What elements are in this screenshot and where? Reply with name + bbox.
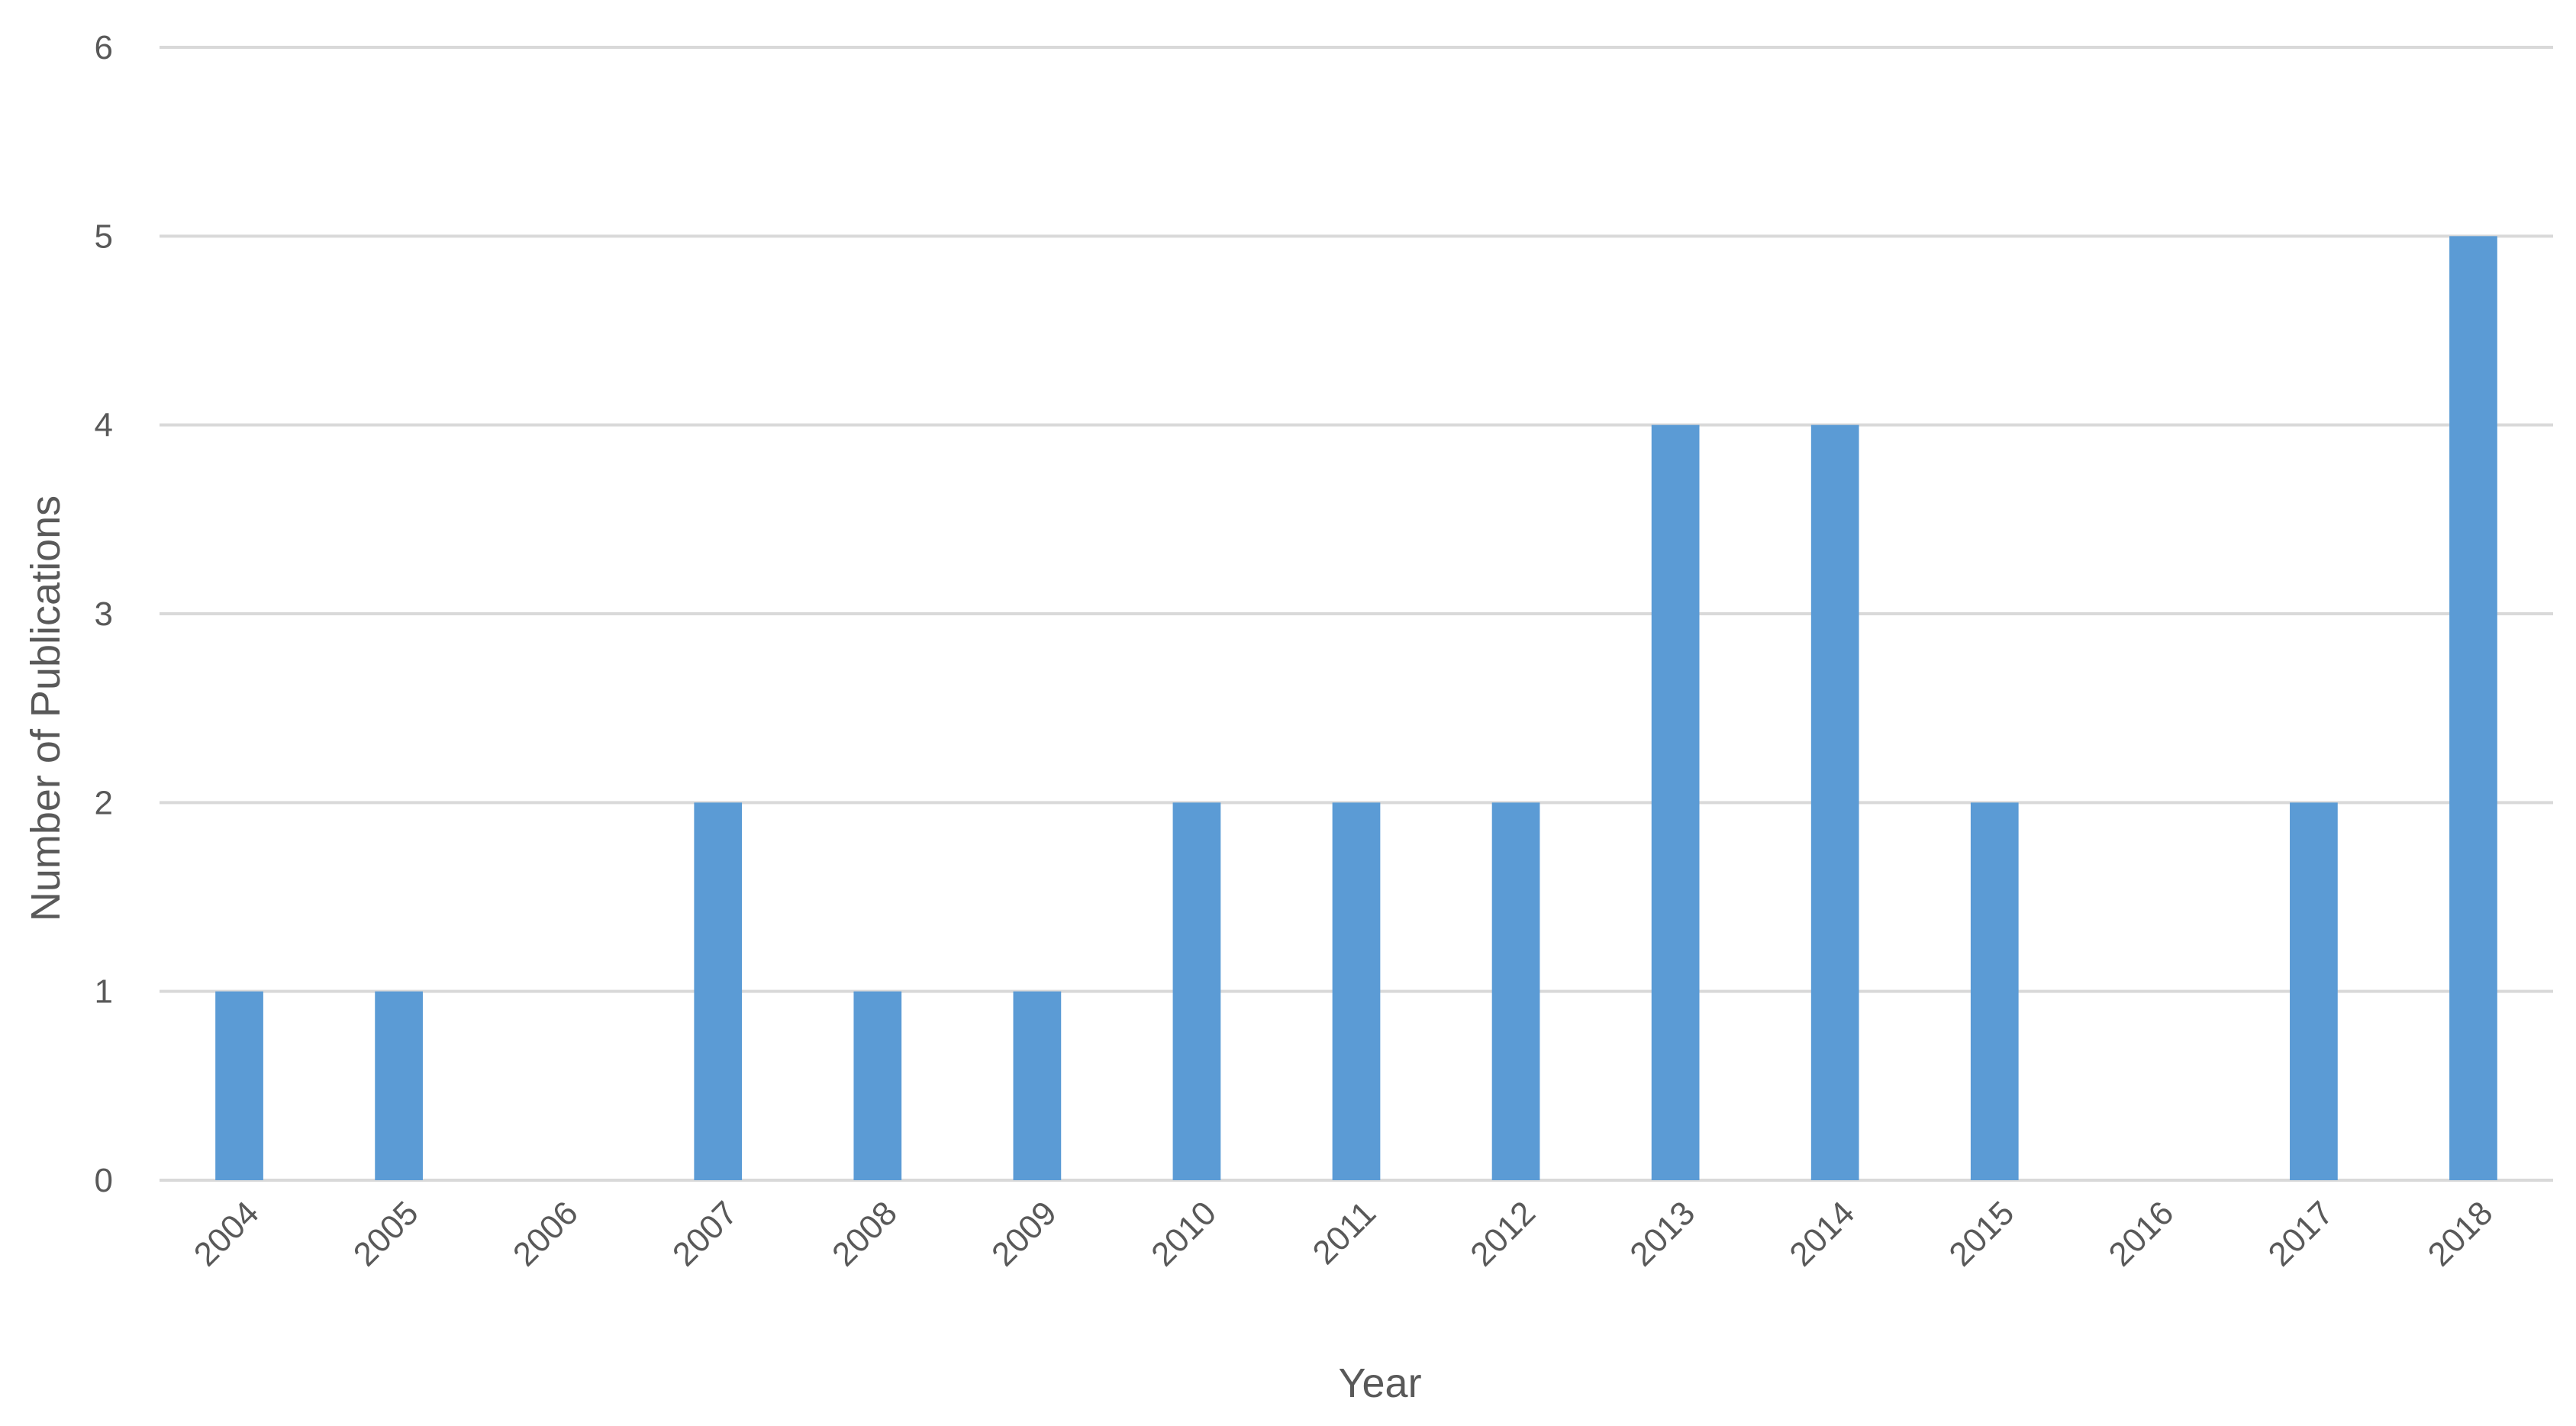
bar-2012 (1491, 802, 1540, 1180)
x-tick-label: 2015 (1942, 1194, 2021, 1273)
x-tick-label: 2004 (187, 1194, 266, 1273)
x-tick-label: 2010 (1144, 1194, 1224, 1273)
bar-2008 (853, 991, 902, 1180)
x-tick-label: 2008 (825, 1194, 904, 1273)
y-axis-ticks: 0 1 2 3 4 5 6 (95, 29, 113, 1199)
bar-2017 (2290, 802, 2338, 1180)
y-tick-label: 2 (95, 784, 113, 821)
y-tick-label: 1 (95, 973, 113, 1011)
y-tick-label: 5 (95, 218, 113, 255)
bar-2013 (1651, 424, 1700, 1180)
bar-2004 (215, 991, 263, 1180)
x-tick-label: 2006 (506, 1194, 585, 1273)
x-tick-label: 2013 (1623, 1194, 1702, 1273)
x-tick-label: 2012 (1463, 1194, 1543, 1273)
y-tick-label: 4 (95, 407, 113, 444)
x-tick-label: 2018 (2421, 1194, 2500, 1273)
x-axis-title: Year (1338, 1360, 1421, 1406)
bar-2007 (694, 802, 743, 1180)
bar-2015 (1970, 802, 2019, 1180)
y-axis-title: Number of Publications (23, 495, 69, 921)
x-axis-ticks: 2004 2005 2006 2007 2008 2009 2010 2011 2012 2013… (187, 1194, 2500, 1273)
bar-2018 (2449, 236, 2497, 1180)
x-tick-label: 2005 (347, 1194, 426, 1273)
bar-2005 (375, 991, 423, 1180)
y-tick-label: 0 (95, 1162, 113, 1199)
x-tick-label: 2016 (2102, 1194, 2181, 1273)
x-tick-label: 2014 (1782, 1194, 1862, 1273)
bar-2011 (1332, 802, 1381, 1180)
x-tick-label: 2009 (985, 1194, 1064, 1273)
bar-2010 (1172, 802, 1221, 1180)
y-tick-label: 6 (95, 29, 113, 66)
x-tick-label: 2017 (2262, 1194, 2341, 1273)
x-tick-label: 2007 (666, 1194, 745, 1273)
bar-2009 (1013, 991, 1062, 1180)
bars (215, 236, 2497, 1180)
bar-2014 (1810, 424, 1859, 1180)
y-tick-label: 3 (95, 595, 113, 633)
x-tick-label: 2011 (1306, 1194, 1384, 1272)
